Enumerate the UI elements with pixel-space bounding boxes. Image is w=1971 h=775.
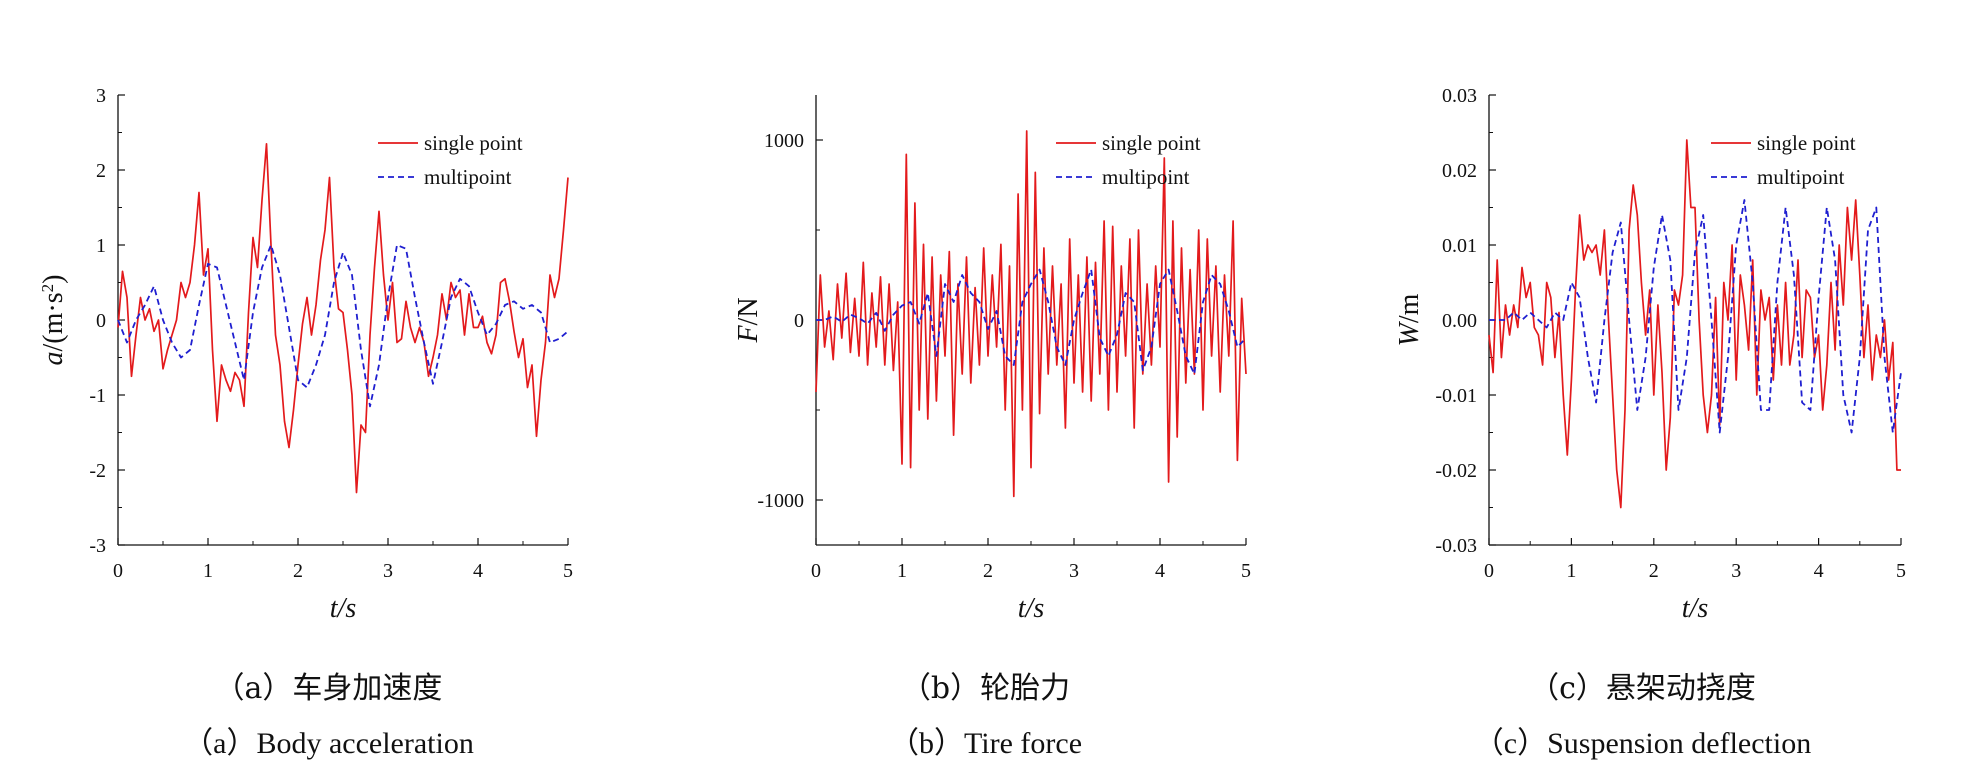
y-axis-label: W/m bbox=[1394, 293, 1425, 346]
y-axis-label-var: F bbox=[733, 325, 764, 344]
x-axis-label: t/s bbox=[330, 593, 357, 624]
chart-panel-tire-force: 0 1 2 3 4 5 -1000 0 1000 t/s F/N single point multip… bbox=[657, 0, 1314, 775]
x-tick-label: 1 bbox=[897, 560, 907, 582]
y-tick-label: -1 bbox=[89, 385, 106, 407]
x-axis-label: t/s bbox=[1682, 593, 1709, 624]
y-axis-label-close: ) bbox=[38, 275, 69, 284]
y-tick-label: 0.01 bbox=[1442, 235, 1477, 257]
y-tick-label: 2 bbox=[96, 160, 106, 182]
x-tick-label: 1 bbox=[1566, 560, 1576, 582]
x-tick-label: 5 bbox=[563, 560, 573, 582]
y-tick-label: -3 bbox=[89, 535, 106, 557]
series-line-multipoint bbox=[117, 244, 569, 408]
caption-english: （a）Body acceleration bbox=[183, 727, 474, 760]
y-tick-label: 0 bbox=[794, 310, 804, 332]
x-tick-label: 4 bbox=[473, 560, 483, 582]
x-tick-label: 5 bbox=[1241, 560, 1251, 582]
x-tick-label: 5 bbox=[1896, 560, 1906, 582]
y-axis-label-unit: /m bbox=[1394, 293, 1425, 323]
y-tick-label: 0 bbox=[96, 310, 106, 332]
legend-label: single point bbox=[1757, 131, 1856, 155]
y-tick-label: 0.02 bbox=[1442, 160, 1477, 182]
y-axis-label-var: W bbox=[1394, 320, 1425, 346]
y-axis-label: a/(m·s2) bbox=[38, 275, 70, 366]
y-tick-label: 1000 bbox=[764, 130, 804, 152]
legend-label: multipoint bbox=[1757, 165, 1845, 189]
legend-label: multipoint bbox=[1102, 165, 1190, 189]
y-tick-label: 1 bbox=[96, 235, 106, 257]
series-line-multipoint bbox=[1489, 199, 1902, 434]
y-axis-label-unit: /(m·s bbox=[38, 292, 69, 351]
y-tick-label: -0.02 bbox=[1435, 460, 1477, 482]
x-tick-label: 0 bbox=[811, 560, 821, 582]
x-tick-label: 1 bbox=[203, 560, 213, 582]
x-tick-label: 3 bbox=[383, 560, 393, 582]
y-tick-label: -2 bbox=[89, 460, 106, 482]
legend-label: single point bbox=[1102, 131, 1201, 155]
x-axis-label: t/s bbox=[1018, 593, 1045, 624]
x-tick-label: 2 bbox=[1649, 560, 1659, 582]
series-line-single-point bbox=[1488, 139, 1901, 509]
y-tick-label: -0.03 bbox=[1435, 535, 1477, 557]
x-tick-label: 0 bbox=[1484, 560, 1494, 582]
y-axis-label: F/N bbox=[733, 297, 764, 343]
caption-english: （c）Suspension deflection bbox=[1473, 727, 1812, 760]
x-tick-label: 3 bbox=[1069, 560, 1079, 582]
caption-chinese: （b）轮胎力 bbox=[900, 671, 1071, 706]
series-line-single-point bbox=[117, 142, 569, 494]
x-tick-label: 4 bbox=[1155, 560, 1165, 582]
y-axis-label-unit: /N bbox=[733, 297, 764, 325]
x-tick-label: 2 bbox=[293, 560, 303, 582]
chart-svg: 0 1 2 3 4 5 -1000 0 1000 t/s F/N single point multip… bbox=[733, 95, 1251, 624]
caption-chinese: （c）悬架动挠度 bbox=[1529, 671, 1756, 706]
chart-svg: 0 1 2 3 4 5 -0.03 -0.02 -0.01 0.00 0.01 0.02 0.03 t/s… bbox=[1394, 85, 1906, 624]
chart-panel-body-acceleration: 0 1 2 3 4 5 -3 -2 -1 0 1 2 3 t/s a/(m·s2) single point m… bbox=[0, 0, 657, 775]
y-tick-label: 3 bbox=[96, 85, 106, 107]
x-tick-label: 3 bbox=[1731, 560, 1741, 582]
x-tick-label: 2 bbox=[983, 560, 993, 582]
caption-english: （b）Tire force bbox=[888, 727, 1083, 760]
y-tick-label: -0.01 bbox=[1435, 385, 1477, 407]
y-tick-label: 0.03 bbox=[1442, 85, 1477, 107]
y-tick-label: 0.00 bbox=[1442, 310, 1477, 332]
y-axis-label-var: a bbox=[38, 351, 69, 365]
caption-chinese: （a）车身加速度 bbox=[214, 671, 443, 706]
x-tick-label: 4 bbox=[1814, 560, 1824, 582]
y-tick-label: -1000 bbox=[757, 490, 804, 512]
legend-label: multipoint bbox=[424, 165, 512, 189]
series-line-multipoint bbox=[816, 268, 1247, 375]
x-tick-label: 0 bbox=[113, 560, 123, 582]
y-axis-label-sup: 2 bbox=[38, 284, 57, 293]
legend-label: single point bbox=[424, 131, 523, 155]
chart-panel-suspension-deflection: 0 1 2 3 4 5 -0.03 -0.02 -0.01 0.00 0.01 0.02 0.03 t/s… bbox=[1314, 0, 1971, 775]
